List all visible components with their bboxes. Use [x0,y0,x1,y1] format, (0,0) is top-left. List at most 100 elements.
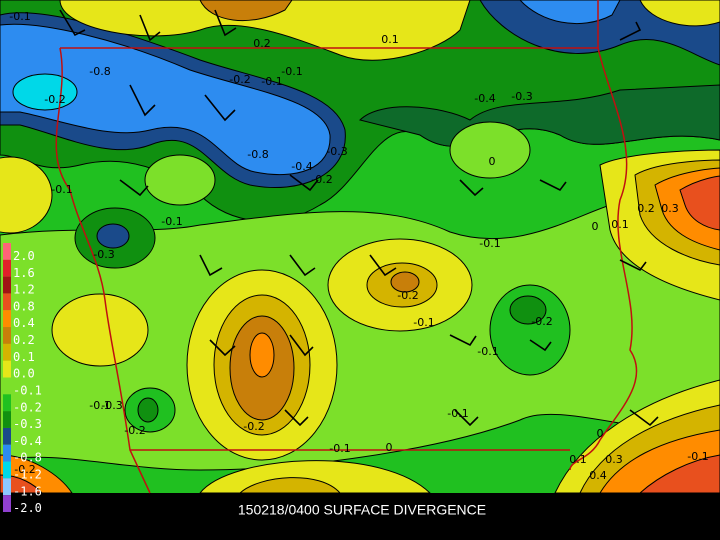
contour-label: 0.3 [605,453,623,466]
contour-label: 0.4 [589,469,607,482]
contour-label: -0.1 [477,345,498,358]
colorbar-label: -0.1 [13,383,42,397]
field [238,477,342,494]
border [569,47,638,471]
contour-label: -0.8 [247,148,268,161]
contour-label: 0 [597,427,604,440]
contour-labels: -0.10.2 0.1-0.8-0.2-0.2-0.1-0.1-0.4 -0.3-0… [9,10,708,482]
colorbar-swatch [3,461,11,479]
colorbar-label: 1.6 [13,266,35,280]
barb [369,254,397,277]
field [12,73,78,111]
colorbar-swatch [3,327,11,344]
barb [199,254,223,277]
field [509,295,547,325]
field [51,293,149,367]
colorbar-swatch [3,259,11,277]
contour-label: -0.1 [51,183,72,196]
barb [59,9,86,37]
wind-barbs [59,9,659,427]
contour-label: -0.2 [397,289,418,302]
field [449,121,531,179]
colorbar-swatch [3,243,11,260]
contour-label: -0.3 [326,145,347,158]
contour-label: 0 [592,220,599,233]
colorbar-swatch [3,394,11,412]
contour-label: -0.1 [479,237,500,250]
barb [449,334,477,347]
barb [289,334,314,357]
contour-label: -0.3 [101,399,122,412]
barb [459,179,484,197]
colorbar-swatch [3,495,11,512]
barb [284,409,309,427]
divergence-field [0,0,720,494]
colorbar-swatch [3,310,11,328]
contour-label: -0.2 [243,420,264,433]
field [144,154,216,206]
contour-label: 0.1 [381,33,399,46]
barb [289,254,316,277]
contour-label: 0.1 [569,453,587,466]
contour-label: 0 [489,155,496,168]
field [390,271,420,293]
colorbar-label: -0.2 [13,400,42,414]
contour-label: -0.2 [229,73,250,86]
barb [529,339,552,352]
colorbar-swatch [3,377,11,395]
contour-label: -0.3 [511,90,532,103]
colorbar-label: -2.0 [13,501,42,515]
colorbar-label: -0.4 [13,434,42,448]
colorbar-label: 1.2 [13,283,35,297]
colorbar-label: -0.8 [13,451,42,465]
contour-label: -0.4 [474,92,495,105]
colorbar-label: -0.3 [13,417,42,431]
contour-label: -0.1 [687,450,708,463]
barb [539,179,567,192]
field [249,332,275,378]
barb [119,179,149,197]
colorbar-label: 0.2 [13,333,35,347]
contour-label: -0.1 [447,407,468,420]
colorbar-swatch [3,444,11,462]
colorbar-label: 0.1 [13,350,35,364]
contour-label: -0.1 [329,442,350,455]
barb [619,259,647,272]
field [0,156,53,234]
contour-label: 0.2 [253,37,271,50]
barb [139,14,161,42]
colorbar-swatch [3,343,11,361]
contour-label: -0.2 [124,424,145,437]
colorbar-label: -1.2 [13,468,42,482]
barb [209,339,236,357]
field [199,0,293,22]
contour-label: 0 [386,441,393,454]
colorbar-swatch [3,360,11,378]
colorbar-swatch [3,293,11,311]
contour-label: -0.2 [531,315,552,328]
colorbar-label: 0.4 [13,316,35,330]
contour-label: -0.1 [89,399,110,412]
contour-label: -0.1 [281,65,302,78]
contour-label: -0.1 [413,316,434,329]
barb [214,9,237,37]
contour-label: -0.1 [261,75,282,88]
field [0,23,331,176]
contour-label: -0.4 [291,160,312,173]
field [519,0,621,25]
colorbar-swatch [3,427,11,445]
contour-label: -0.1 [9,10,30,23]
contour-label: -0.3 [93,248,114,261]
colorbar-swatch [3,478,11,496]
state-borders [55,0,638,494]
barb [204,94,236,122]
barb [289,174,319,192]
colorbar: 2.0 1.6 1.2 0.8 0.4 0.2 0.1 0.0 -0.1 -0.2 -0.3 -0.4… [3,243,42,515]
contour-label: -0.1 [161,215,182,228]
colorbar-label: 2.0 [13,249,35,263]
barb [129,84,156,117]
contour-label: -0.2 [311,173,332,186]
field [96,223,130,249]
